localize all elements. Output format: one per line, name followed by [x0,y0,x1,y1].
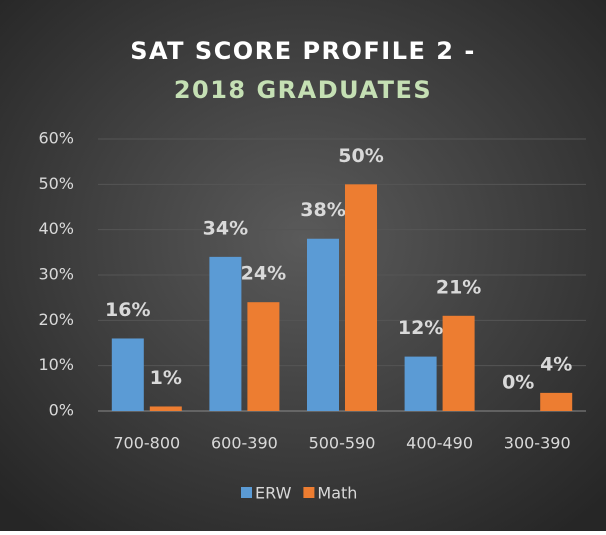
y-tick-label: 30% [38,265,74,284]
value-label: 1% [150,367,182,389]
value-label: 24% [241,263,286,285]
x-tick-label: 600-390 [211,434,278,453]
value-label: 0% [502,372,534,394]
legend-swatch [241,487,252,498]
value-label: 12% [398,317,443,339]
value-label: 21% [436,276,481,298]
y-tick-label: 50% [38,174,74,193]
y-tick-label: 40% [38,219,74,238]
bar [307,238,339,411]
value-label: 16% [105,299,150,321]
bar [404,356,437,411]
bar [247,302,280,411]
y-tick-label: 20% [38,310,74,329]
bar [540,392,573,411]
value-label: 50% [338,145,383,167]
value-label: 34% [203,217,248,239]
legend-label: ERW [255,484,292,503]
bar [345,184,377,411]
value-label: 4% [540,353,572,375]
chart-title: 2018 GRADUATES [174,76,432,104]
x-tick-label: 700-800 [113,434,180,453]
value-label: 38% [300,199,345,221]
y-tick-label: 0% [49,401,74,420]
y-tick-label: 10% [38,355,74,374]
x-tick-label: 300-390 [504,434,571,453]
chart-title: SAT SCORE PROFILE 2 - [130,37,476,65]
legend-swatch [303,487,315,498]
x-tick-label: 500-590 [309,434,376,453]
bar [209,256,242,411]
bar [111,338,144,411]
bar [442,315,475,411]
bar [149,406,182,411]
y-tick-label: 60% [38,129,74,148]
legend-label: Math [317,484,357,503]
x-tick-label: 400-490 [406,434,473,453]
